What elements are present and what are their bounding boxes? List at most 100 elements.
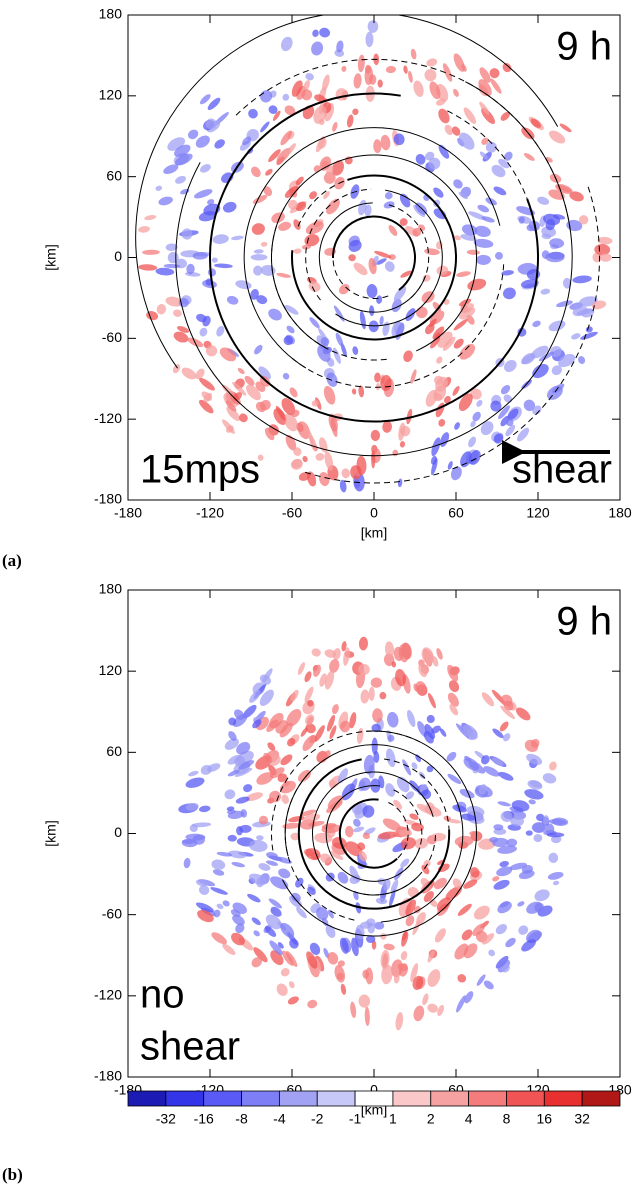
field-blob — [193, 189, 213, 199]
field-blob — [532, 822, 546, 833]
contour-line-dashed — [388, 204, 430, 301]
colorbar-box — [241, 1090, 280, 1107]
field-blob — [245, 792, 263, 802]
field-blob — [448, 680, 460, 692]
field-blob — [250, 288, 259, 300]
field-blob — [186, 263, 195, 275]
field-blob — [500, 705, 516, 720]
field-blob — [313, 165, 321, 173]
field-blob — [481, 137, 489, 145]
field-blob — [401, 931, 409, 947]
field-blob — [470, 867, 480, 878]
field-blob — [485, 141, 497, 153]
field-blob — [496, 866, 513, 877]
field-blob — [314, 94, 326, 103]
field-blob — [444, 395, 451, 404]
field-blob — [393, 973, 400, 984]
field-blob — [572, 275, 592, 284]
y-tick-label: -180 — [94, 491, 122, 507]
colorbar-box — [354, 1090, 394, 1107]
field-blob — [369, 305, 375, 317]
field-blob — [284, 413, 298, 432]
field-blob — [460, 303, 474, 314]
field-blob — [242, 136, 252, 146]
field-blob — [267, 742, 276, 751]
field-blob — [174, 144, 191, 157]
annotation: 9 h — [556, 25, 612, 69]
field-blob — [260, 90, 273, 103]
x-tick-label: 0 — [370, 505, 378, 521]
field-blob — [483, 980, 494, 990]
field-blob — [307, 999, 318, 1009]
contour-line-dashed — [297, 175, 445, 227]
field-blob — [433, 187, 444, 198]
field-blob — [280, 754, 293, 766]
field-blob — [479, 151, 488, 160]
field-blob — [264, 926, 277, 937]
colorbar-label: 1 — [389, 1111, 397, 1127]
field-blob — [518, 216, 525, 224]
field-blob — [340, 720, 351, 733]
field-blob — [333, 347, 341, 364]
field-blob — [451, 126, 461, 136]
y-tick-label: 0 — [114, 824, 122, 840]
field-blob — [453, 179, 463, 189]
field-blob — [427, 949, 435, 963]
field-blob — [234, 767, 253, 777]
y-tick-label: 0 — [114, 248, 122, 264]
field-blob — [390, 879, 399, 895]
y-axis-label: [km] — [43, 820, 59, 846]
field-blob — [276, 272, 291, 278]
field-blob — [269, 940, 283, 956]
field-blob — [418, 662, 428, 678]
field-blob — [432, 301, 442, 312]
field-blob — [306, 951, 318, 969]
field-blob — [327, 909, 334, 919]
field-blob — [280, 922, 295, 938]
field-blob — [270, 876, 289, 890]
field-blob — [552, 817, 569, 827]
field-blob — [305, 848, 321, 860]
field-blob — [415, 754, 422, 763]
field-blob — [479, 67, 491, 83]
field-blob — [255, 381, 266, 392]
field-blob — [447, 773, 462, 784]
field-blob — [300, 809, 317, 817]
field-blob — [358, 636, 369, 651]
field-blob — [382, 818, 401, 831]
field-blob — [425, 323, 435, 335]
field-blob — [357, 663, 370, 676]
field-blob — [405, 791, 415, 800]
field-blob — [444, 124, 454, 136]
field-blob — [523, 399, 536, 412]
field-blob — [293, 248, 302, 254]
field-blob — [477, 204, 490, 213]
field-blob — [430, 455, 437, 465]
field-blob — [491, 164, 506, 178]
x-tick-label: -60 — [282, 505, 302, 521]
field-blob — [394, 867, 404, 881]
field-blob — [300, 727, 308, 737]
field-blob — [226, 406, 240, 422]
y-tick-label: -120 — [94, 410, 122, 426]
field-blob — [177, 326, 190, 333]
field-blob — [379, 315, 384, 326]
field-blob — [403, 350, 413, 363]
field-blob — [384, 261, 395, 272]
field-blob — [338, 284, 350, 295]
field-blob — [466, 249, 480, 255]
colorbar-label: 2 — [427, 1111, 435, 1127]
field-blob — [413, 80, 424, 97]
field-blob — [498, 405, 510, 420]
field-blob — [558, 353, 576, 368]
field-blob — [517, 427, 530, 442]
field-blob — [175, 153, 193, 166]
field-blob — [231, 235, 244, 241]
field-blob — [523, 153, 535, 161]
field-blob — [231, 932, 245, 946]
field-blob — [324, 670, 335, 690]
field-blob — [225, 425, 234, 433]
field-blob — [311, 41, 324, 56]
field-blob — [312, 29, 319, 37]
field-blob — [211, 859, 226, 870]
